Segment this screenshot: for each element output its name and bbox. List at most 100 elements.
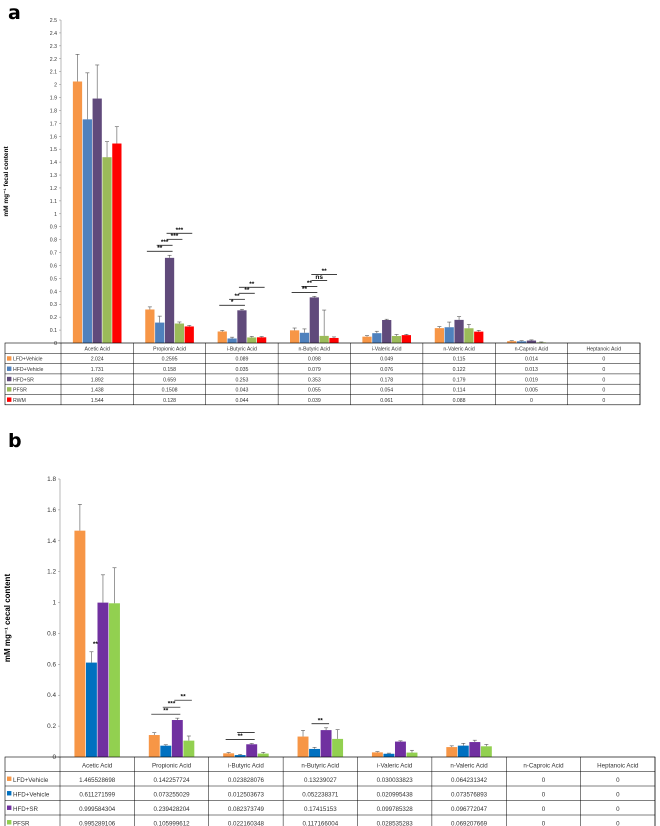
significance-label: ** (157, 245, 163, 252)
bar (257, 753, 269, 757)
category-label: i-Valeric Acid (377, 762, 413, 769)
significance-label: ** (249, 281, 255, 288)
significance-label: * (231, 299, 234, 306)
y-axis-title: mM mg⁻¹ fecal content (3, 146, 10, 217)
bar (97, 602, 109, 757)
y-tick-label: 0.2 (50, 315, 57, 321)
y-tick-label: 1.7 (50, 121, 57, 127)
table-cell-value: 0 (602, 377, 605, 383)
significance-label: ** (93, 641, 99, 648)
table-cell-value: 1.438 (91, 388, 104, 394)
table-cell-value: 0.179 (453, 377, 466, 383)
category-label: i-Butyric Acid (228, 762, 264, 769)
y-tick-label: 1.8 (50, 108, 57, 114)
y-tick-label: 0.1 (50, 328, 57, 334)
bar (85, 662, 97, 757)
table-cell-value: 0.659 (163, 377, 176, 383)
table-cell-value: 0.13239027 (304, 777, 337, 784)
y-tick-label: 0.9 (50, 225, 57, 231)
bar (184, 326, 194, 343)
significance-label: ** (302, 286, 308, 293)
table-cell-value: 0.079 (308, 367, 321, 373)
significance-label: ** (244, 287, 250, 294)
table-cell-value: 0 (602, 357, 605, 363)
legend-swatch (7, 387, 12, 392)
panel-label-a: a (8, 2, 21, 24)
table-cell-value: 0.099785328 (377, 806, 414, 813)
legend-swatch (7, 376, 12, 382)
table-cell-value: 0.115 (453, 357, 466, 363)
table-cell-value: 0.052238371 (302, 791, 339, 798)
y-tick-label: 0.8 (50, 238, 57, 244)
y-tick-label: 1.6 (47, 507, 56, 514)
bar (457, 745, 469, 757)
table-cell-value: 0.012503673 (228, 791, 265, 798)
bar (480, 746, 492, 757)
table-cell-value: 0.105999612 (153, 820, 190, 826)
legend-label: LFD+Vehicle (13, 777, 49, 784)
legend-label: HFD+SR (13, 806, 38, 813)
y-tick-label: 1.4 (47, 538, 56, 545)
table-cell-value: 0.178 (380, 377, 393, 383)
legend-swatch (7, 820, 12, 825)
bar (469, 742, 481, 757)
y-tick-label: 1.2 (50, 186, 57, 192)
table-cell-value: 0.114 (453, 388, 466, 394)
legend-label: HFD+SR (13, 377, 34, 383)
legend-swatch (7, 776, 12, 781)
legend-swatch (7, 397, 12, 402)
category-label: Propionic Acid (152, 762, 192, 769)
bar (72, 81, 83, 343)
table-cell-value: 0 (542, 777, 546, 784)
table-cell-value: 2.024 (91, 357, 104, 363)
table-cell-value: 0.044 (235, 398, 248, 404)
bar (382, 320, 392, 343)
bar (227, 338, 237, 343)
bar (454, 319, 464, 343)
bar (290, 330, 300, 343)
legend-label: HFD+Vehicle (13, 367, 44, 373)
significance-label: ** (163, 708, 169, 715)
table-cell-value: 0.353 (308, 377, 321, 383)
bar (446, 747, 458, 757)
table-cell-value: 0.082373749 (228, 806, 265, 813)
y-tick-label: 0 (52, 754, 56, 761)
bar (247, 337, 257, 343)
table-cell-value: 0.019 (525, 377, 538, 383)
table-cell-value: 0.013 (525, 367, 538, 373)
table-cell-value: 0.020995438 (377, 791, 414, 798)
table-cell-value: 0.999584304 (79, 806, 116, 813)
bar (309, 748, 321, 757)
y-tick-label: 2 (54, 83, 57, 89)
bar (332, 738, 344, 757)
legend-label: PFSR (13, 388, 27, 394)
bar (516, 341, 527, 343)
bar (299, 332, 310, 343)
y-tick-label: 0.5 (50, 276, 57, 282)
legend-label: RWM (13, 398, 26, 404)
panel-b: b 0 0.2 0.4 0.6 0.8 1 1.2 1.4 1.6 1.8 mM mg⁻¹ ceca… (0, 420, 660, 826)
bar (362, 336, 372, 343)
bar (145, 309, 155, 343)
category-label: n-Caproic Acid (515, 346, 549, 352)
significance-label: ** (307, 280, 313, 287)
table-cell-value: 0 (542, 791, 546, 798)
y-tick-label: 1.1 (50, 199, 57, 205)
table-cell-value: 0.076 (380, 367, 393, 373)
table-cell-value: 0.028535283 (377, 820, 414, 826)
bar (464, 328, 474, 343)
table-cell-value: 0.117166004 (302, 820, 338, 826)
bar (297, 736, 309, 757)
table-cell-value: 0.073255029 (153, 791, 190, 798)
bar (507, 341, 517, 343)
bar (82, 119, 92, 343)
category-label: Acetic Acid (82, 762, 113, 769)
bar (148, 735, 160, 757)
bar (257, 337, 267, 343)
table-cell-value: 1.731 (91, 367, 104, 373)
panel-label-b: b (8, 430, 22, 452)
significance-label: ** (238, 733, 244, 740)
y-tick-label: 2.2 (50, 57, 57, 63)
legend-swatch (7, 356, 12, 361)
table-cell-value: 0.049 (380, 357, 393, 363)
